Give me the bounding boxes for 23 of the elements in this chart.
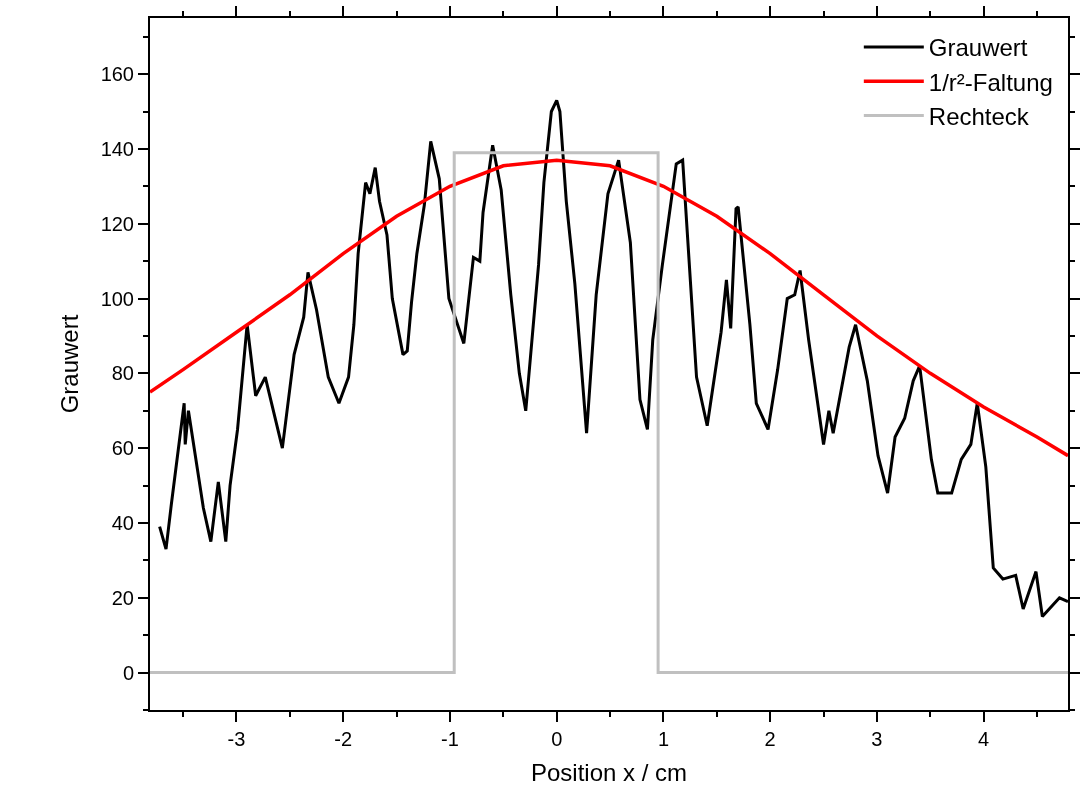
y-tick-label: 160 [100, 63, 134, 86]
x-tick-label: 3 [871, 728, 883, 750]
legend-label: Rechteck [928, 102, 1030, 130]
x-tick-label: 2 [764, 728, 776, 750]
y-axis-title: Grauwert [56, 314, 84, 414]
y-tick-label: 80 [111, 362, 134, 385]
y-tick-label: 140 [100, 137, 134, 160]
y-tick-label: 20 [111, 586, 134, 609]
x-tick-label: 1 [657, 728, 669, 750]
x-tick-label: 0 [551, 728, 563, 750]
x-tick-label: -3 [227, 728, 246, 750]
legend-label: Grauwert [928, 34, 1028, 62]
x-tick-label: -1 [441, 728, 459, 750]
y-tick-label: 120 [100, 212, 134, 235]
y-tick-label: 60 [111, 437, 134, 460]
x-tick-label: 4 [978, 728, 990, 750]
y-tick-label: 40 [111, 511, 134, 534]
x-axis-title: Position x / cm [530, 758, 688, 786]
y-tick-label: 100 [100, 287, 134, 310]
line-series [150, 158, 1068, 458]
x-tick-label: -2 [334, 728, 353, 750]
legend-label: 1/r²-Faltung [928, 68, 1053, 96]
y-tick-label: 0 [122, 661, 134, 684]
